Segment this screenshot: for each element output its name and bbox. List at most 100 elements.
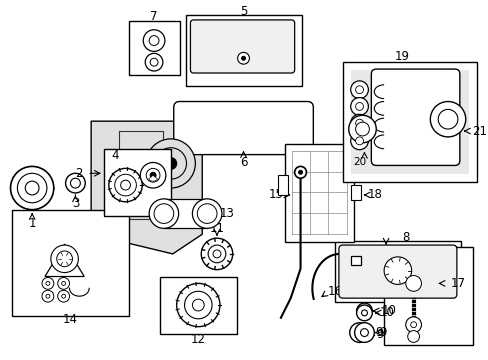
Bar xyxy=(334,241,460,302)
Circle shape xyxy=(355,122,368,136)
Bar xyxy=(277,175,287,195)
Circle shape xyxy=(65,173,85,193)
FancyBboxPatch shape xyxy=(190,20,294,73)
Circle shape xyxy=(350,98,367,115)
Circle shape xyxy=(355,86,363,94)
Circle shape xyxy=(350,114,367,132)
Circle shape xyxy=(145,53,163,71)
FancyBboxPatch shape xyxy=(370,69,459,166)
Circle shape xyxy=(25,181,39,195)
Text: 15: 15 xyxy=(268,188,283,201)
Circle shape xyxy=(154,204,173,224)
Circle shape xyxy=(213,250,221,258)
Circle shape xyxy=(355,119,363,127)
Bar xyxy=(384,247,471,345)
Circle shape xyxy=(355,329,363,337)
Circle shape xyxy=(356,305,371,321)
Circle shape xyxy=(140,162,165,188)
Circle shape xyxy=(361,310,366,316)
Circle shape xyxy=(58,278,69,289)
FancyBboxPatch shape xyxy=(338,245,456,298)
Polygon shape xyxy=(91,121,202,254)
Text: 2: 2 xyxy=(76,167,83,180)
Bar xyxy=(350,70,468,174)
Circle shape xyxy=(192,299,204,311)
Circle shape xyxy=(184,291,212,319)
Circle shape xyxy=(149,36,159,45)
Circle shape xyxy=(407,330,419,342)
Text: 11: 11 xyxy=(209,222,224,235)
Circle shape xyxy=(349,323,368,342)
Circle shape xyxy=(348,115,375,143)
Circle shape xyxy=(42,290,54,302)
Bar xyxy=(350,256,360,265)
Text: 14: 14 xyxy=(63,313,78,326)
Circle shape xyxy=(176,283,220,327)
Bar xyxy=(284,144,353,242)
Circle shape xyxy=(109,168,142,202)
Wedge shape xyxy=(148,175,157,181)
Text: 9: 9 xyxy=(375,328,383,341)
Text: 21: 21 xyxy=(471,125,487,138)
Circle shape xyxy=(237,52,249,64)
Circle shape xyxy=(42,278,54,289)
Circle shape xyxy=(51,245,78,273)
Circle shape xyxy=(58,290,69,302)
Circle shape xyxy=(405,317,421,333)
Text: 8: 8 xyxy=(401,231,408,244)
Text: 10: 10 xyxy=(378,306,393,319)
Circle shape xyxy=(201,238,232,270)
Bar xyxy=(104,149,170,216)
Circle shape xyxy=(354,323,373,342)
Circle shape xyxy=(361,308,366,314)
Circle shape xyxy=(197,204,217,224)
Circle shape xyxy=(192,199,222,228)
Text: 19: 19 xyxy=(393,50,408,63)
Circle shape xyxy=(46,294,50,298)
Circle shape xyxy=(150,172,156,178)
Circle shape xyxy=(294,166,306,178)
Circle shape xyxy=(164,158,176,169)
Text: 9: 9 xyxy=(378,326,386,339)
Circle shape xyxy=(46,282,50,285)
Circle shape xyxy=(70,178,80,188)
Circle shape xyxy=(405,275,421,291)
Circle shape xyxy=(150,58,158,66)
Bar xyxy=(163,199,207,228)
Circle shape xyxy=(61,282,65,285)
Circle shape xyxy=(355,103,363,111)
Circle shape xyxy=(356,303,371,319)
Bar xyxy=(342,62,476,182)
Text: 4: 4 xyxy=(111,149,118,162)
Circle shape xyxy=(208,245,225,263)
Circle shape xyxy=(149,199,178,228)
Text: 7: 7 xyxy=(150,10,158,23)
Circle shape xyxy=(146,168,160,182)
Circle shape xyxy=(360,329,367,337)
Text: 1: 1 xyxy=(28,217,36,230)
Circle shape xyxy=(350,132,367,150)
Bar xyxy=(13,210,128,316)
Text: 20: 20 xyxy=(352,157,366,167)
Text: 5: 5 xyxy=(239,5,247,18)
Text: 16: 16 xyxy=(327,285,342,298)
Text: 17: 17 xyxy=(450,277,465,290)
Circle shape xyxy=(11,166,54,210)
Bar xyxy=(128,21,179,75)
Circle shape xyxy=(437,109,457,129)
Circle shape xyxy=(410,322,416,328)
Circle shape xyxy=(146,139,195,188)
Circle shape xyxy=(155,148,186,179)
Text: 9: 9 xyxy=(375,326,382,339)
Text: 10: 10 xyxy=(381,305,395,318)
Circle shape xyxy=(384,257,411,284)
Circle shape xyxy=(298,170,302,174)
Bar xyxy=(185,15,301,86)
Circle shape xyxy=(355,137,363,145)
Text: 18: 18 xyxy=(367,188,382,201)
Polygon shape xyxy=(45,244,84,276)
Bar xyxy=(160,276,236,334)
Text: 12: 12 xyxy=(190,333,205,346)
Circle shape xyxy=(61,294,65,298)
Circle shape xyxy=(429,102,465,137)
